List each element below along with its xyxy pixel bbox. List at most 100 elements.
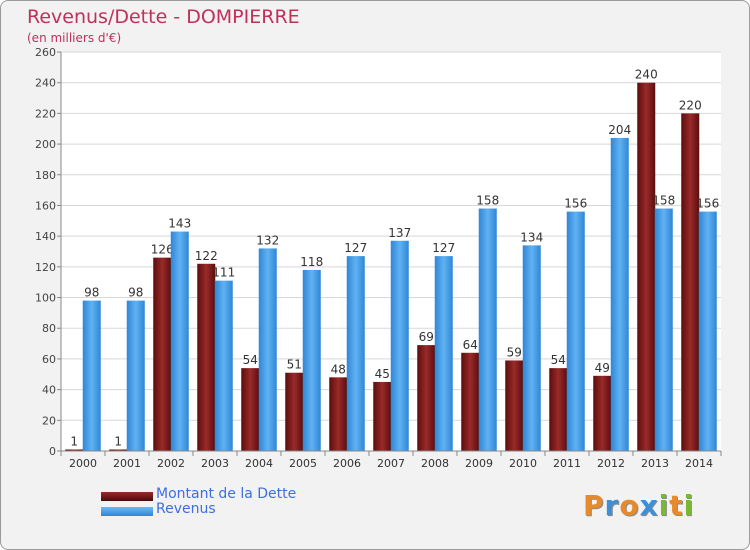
legend-swatch-debt xyxy=(101,492,153,501)
y-tick-label: 260 xyxy=(35,46,56,59)
bar-revenus xyxy=(126,300,145,451)
bar-debt xyxy=(637,82,656,451)
data-label-debt: 54 xyxy=(243,353,258,367)
bar-revenus xyxy=(258,248,277,451)
data-label-debt: 48 xyxy=(331,362,346,376)
y-tick-label: 220 xyxy=(35,107,56,120)
data-label-revenus: 137 xyxy=(388,226,411,240)
bar-revenus xyxy=(170,231,189,451)
y-tick-label: 160 xyxy=(35,199,56,212)
y-tick-label: 180 xyxy=(35,169,56,182)
legend-swatch-revenus xyxy=(101,507,153,516)
bar-revenus xyxy=(654,208,673,451)
bar-debt xyxy=(285,372,304,451)
logo-letter: i xyxy=(658,489,670,522)
bar-debt xyxy=(109,449,128,451)
data-label-debt: 1 xyxy=(114,434,122,448)
proxiti-logo: Proxiti xyxy=(583,489,694,522)
data-label-revenus: 98 xyxy=(84,286,99,300)
y-axis: 0 20 40 60 80 100 120 140 160 180 200 220 240 260 xyxy=(35,46,62,458)
x-tick-label: 2014 xyxy=(685,457,713,470)
y-tick-label: 240 xyxy=(35,77,56,90)
data-label-revenus: 156 xyxy=(564,197,587,211)
bar-revenus xyxy=(566,211,585,451)
y-tick-label: 80 xyxy=(42,322,56,335)
logo-letter: i xyxy=(683,489,695,522)
x-tick-label: 2000 xyxy=(69,457,97,470)
data-label-revenus: 111 xyxy=(212,266,235,280)
x-tick-label: 2006 xyxy=(333,457,361,470)
bar-debt xyxy=(65,449,84,451)
x-tick-label: 2007 xyxy=(377,457,405,470)
bar-revenus xyxy=(522,245,541,451)
bar-revenus xyxy=(478,208,497,451)
data-label-debt: 51 xyxy=(287,358,302,372)
logo-letter: x xyxy=(639,489,659,522)
bar-revenus xyxy=(698,211,717,451)
data-label-revenus: 158 xyxy=(476,194,499,208)
y-tick-label: 60 xyxy=(42,353,56,366)
y-tick-label: 40 xyxy=(42,384,56,397)
bar-debt xyxy=(241,368,260,451)
bar-debt xyxy=(681,113,700,451)
data-label-revenus: 132 xyxy=(256,233,279,247)
data-label-revenus: 134 xyxy=(520,230,543,244)
data-label-revenus: 204 xyxy=(608,123,631,137)
legend-label-debt: Montant de la Dette xyxy=(156,486,297,502)
x-tick-label: 2002 xyxy=(157,457,185,470)
bar-revenus xyxy=(82,300,101,451)
logo-letter: r xyxy=(604,489,620,522)
data-label-debt: 1 xyxy=(70,434,78,448)
bar-revenus xyxy=(390,240,409,451)
bar-debt xyxy=(329,377,348,451)
bar-revenus xyxy=(302,269,321,451)
data-label-debt: 240 xyxy=(635,68,658,82)
x-axis: 2000 2001 2002 2003 2004 2005 2006 2007 2008 2009… xyxy=(60,450,722,470)
chart-subtitle: (en milliers d'€) xyxy=(27,31,122,45)
x-tick-label: 2009 xyxy=(465,457,493,470)
x-tick-label: 2005 xyxy=(289,457,317,470)
x-tick-label: 2011 xyxy=(553,457,581,470)
data-label-debt: 49 xyxy=(595,361,610,375)
data-label-revenus: 156 xyxy=(696,197,719,211)
bar-debt xyxy=(549,368,568,451)
y-tick-label: 120 xyxy=(35,261,56,274)
data-label-revenus: 127 xyxy=(344,241,367,255)
x-tick-label: 2004 xyxy=(245,457,273,470)
bar-debt xyxy=(505,360,524,451)
data-label-debt: 220 xyxy=(679,98,702,112)
data-label-debt: 69 xyxy=(419,330,434,344)
bar-debt xyxy=(593,375,612,451)
data-label-revenus: 143 xyxy=(168,217,191,231)
bar-debt xyxy=(417,345,436,451)
logo-letter: o xyxy=(619,489,640,522)
bar-revenus xyxy=(434,256,453,451)
data-label-revenus: 158 xyxy=(652,194,675,208)
data-label-debt: 122 xyxy=(195,249,218,263)
data-label-debt: 64 xyxy=(463,338,478,352)
x-tick-label: 2003 xyxy=(201,457,229,470)
data-label-debt: 126 xyxy=(151,243,174,257)
bar-revenus xyxy=(610,137,629,451)
bar-revenus xyxy=(346,256,365,451)
y-tick-label: 100 xyxy=(35,292,56,305)
x-tick-label: 2001 xyxy=(113,457,141,470)
bar-debt xyxy=(373,381,392,451)
data-label-revenus: 127 xyxy=(432,241,455,255)
bar-debt xyxy=(153,257,172,451)
x-tick-label: 2010 xyxy=(509,457,537,470)
data-label-debt: 54 xyxy=(551,353,566,367)
y-tick-label: 200 xyxy=(35,138,56,151)
y-tick-label: 140 xyxy=(35,230,56,243)
x-tick-label: 2008 xyxy=(421,457,449,470)
bar-debt xyxy=(461,352,480,451)
chart-title: Revenus/Dette - DOMPIERRE xyxy=(27,6,300,28)
logo-letter: P xyxy=(583,489,605,522)
data-label-revenus: 98 xyxy=(128,286,143,300)
y-tick-label: 20 xyxy=(42,414,56,427)
bar-revenus xyxy=(214,280,233,451)
x-tick-label: 2013 xyxy=(641,457,669,470)
data-label-debt: 45 xyxy=(375,367,390,381)
